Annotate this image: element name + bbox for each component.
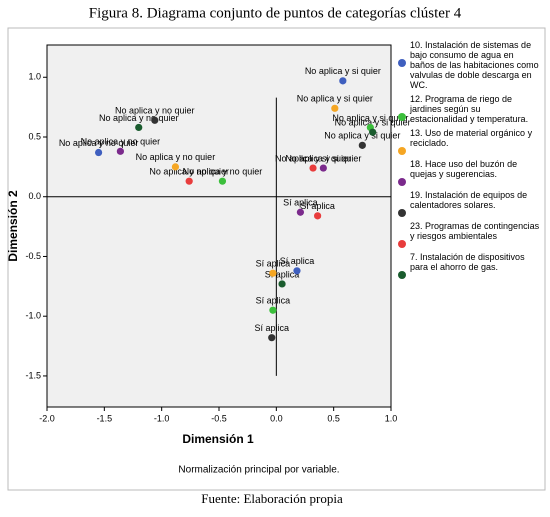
- x-axis-label: Dimensión 1: [182, 432, 254, 446]
- legend-label: 23. Programas de contingencias y riesgos…: [410, 221, 540, 241]
- frame: [7, 27, 546, 491]
- point-label: Sí aplica: [280, 256, 315, 266]
- legend-entry: 18. Hace uso del buzón de quejas y suger…: [398, 159, 540, 186]
- point-label: Sí aplica: [254, 323, 289, 333]
- x-tick-label: 1.0: [385, 413, 398, 423]
- legend-label: 7. Instalación de dispositivos para el a…: [410, 252, 525, 272]
- y-tick-label: -1.0: [25, 311, 41, 321]
- x-tick-label: 0.5: [327, 413, 340, 423]
- legend-entry: 12. Programa de riego de jardines según …: [398, 94, 540, 124]
- point: [293, 267, 301, 275]
- point-label: Sí aplica: [283, 198, 318, 208]
- point-label: No aplica y no quier: [136, 152, 216, 162]
- point: [331, 104, 339, 112]
- legend-marker: [398, 113, 406, 121]
- note: Normalización principal por variable.: [178, 465, 339, 476]
- x-tick-label: -1.0: [154, 413, 170, 423]
- y-tick-label: 0.0: [28, 191, 41, 201]
- legend-entry: 23. Programas de contingencias y riesgos…: [398, 221, 540, 248]
- point: [151, 116, 159, 124]
- point-label: No aplica y no quier: [183, 167, 263, 177]
- y-tick-label: -0.5: [25, 251, 41, 261]
- point-label: Sí aplica: [300, 201, 335, 211]
- point: [218, 177, 227, 185]
- legend-label: 19. Instalación de equipos de calentador…: [410, 190, 528, 210]
- legend-marker: [398, 178, 406, 186]
- y-axis-label: Dimensión 2: [6, 190, 20, 262]
- legend-label: 13. Uso de material orgánico y reciclado…: [410, 128, 533, 148]
- legend-marker: [398, 240, 406, 248]
- point: [314, 212, 322, 220]
- legend-entry: 19. Instalación de equipos de calentador…: [398, 190, 540, 217]
- point-label: No aplica y si quier: [297, 94, 373, 104]
- point-label: No aplica y si quier: [335, 118, 411, 128]
- point-label: No aplica y si quier: [324, 131, 400, 141]
- point-label: No aplica y no quier: [149, 167, 229, 177]
- x-tick-label: -0.5: [211, 413, 227, 423]
- point: [268, 334, 276, 342]
- point-label: Sí aplica: [256, 296, 291, 306]
- point: [278, 280, 286, 288]
- chart-title: Figura 8. Diagrama conjunto de puntos de…: [89, 5, 462, 21]
- legend-label: 10. Instalación de sistemas de bajo cons…: [410, 40, 539, 90]
- point: [369, 128, 377, 136]
- point: [358, 141, 366, 149]
- y-tick-label: -1.5: [25, 370, 41, 380]
- point: [185, 177, 193, 185]
- point-label: No aplica y no quier: [115, 106, 195, 116]
- point-label: No aplica y no quier: [99, 113, 179, 123]
- legend-label: 18. Hace uso del buzón de quejas y suger…: [410, 159, 518, 179]
- point-label: No aplica y si quier: [275, 153, 351, 163]
- point: [339, 77, 347, 85]
- y-tick-label: 0.5: [28, 131, 41, 141]
- legend-marker: [398, 209, 406, 217]
- x-tick-label: 0.0: [270, 413, 283, 423]
- point-label: No aplica y si quier: [305, 66, 381, 76]
- x-tick-label: -2.0: [39, 413, 55, 423]
- x-tick-label: -1.5: [97, 413, 113, 423]
- legend-marker: [398, 59, 406, 67]
- legend-marker: [398, 147, 406, 155]
- point-label: Sí aplica: [256, 259, 291, 269]
- point-label: No aplica y si quier: [332, 113, 408, 123]
- point: [296, 208, 305, 216]
- point: [116, 147, 124, 155]
- point-label: No aplica y si quier: [285, 153, 361, 163]
- legend-entry: 10. Instalación de sistemas de bajo cons…: [398, 40, 540, 90]
- point: [309, 164, 317, 172]
- point: [269, 306, 277, 314]
- point-label: No aplica y no quier: [81, 137, 161, 147]
- source: Fuente: Elaboración propia: [201, 491, 343, 506]
- point: [135, 123, 143, 132]
- point: [171, 163, 180, 171]
- y-tick-label: 1.0: [28, 72, 41, 82]
- point-label: Sí aplica: [265, 269, 300, 279]
- point: [319, 164, 327, 172]
- point: [95, 148, 103, 157]
- legend-entry: 7. Instalación de dispositivos para el a…: [398, 252, 540, 279]
- point-label: No aplica y no quier: [59, 138, 139, 148]
- legend-marker: [398, 271, 406, 279]
- legend-label: 12. Programa de riego de jardines según …: [410, 94, 529, 124]
- point: [269, 269, 277, 277]
- legend: 10. Instalación de sistemas de bajo cons…: [398, 40, 540, 283]
- legend-entry: 13. Uso de material orgánico y reciclado…: [398, 128, 540, 155]
